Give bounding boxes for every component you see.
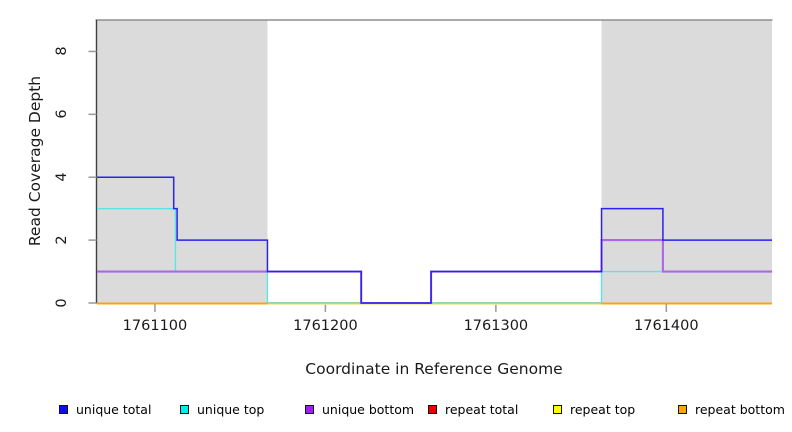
y-tick-label: 8 xyxy=(54,46,70,57)
legend-label: unique bottom xyxy=(322,401,415,417)
y-tick-label: 4 xyxy=(54,172,70,182)
legend-item-repeat-total: repeat total xyxy=(428,401,518,417)
legend-swatch-icon xyxy=(678,404,687,414)
repeat-region-shade xyxy=(601,20,772,303)
repeat-region-shade xyxy=(97,20,268,303)
legend-item-repeat-top: repeat top xyxy=(553,401,635,417)
legend-item-repeat-bottom: repeat bottom xyxy=(678,401,785,417)
legend-swatch-icon xyxy=(305,404,314,414)
legend-label: unique top xyxy=(197,401,265,417)
x-tick-label: 1761400 xyxy=(634,318,699,334)
x-axis-title: Coordinate in Reference Genome xyxy=(305,360,563,378)
x-tick-label: 1761200 xyxy=(293,318,358,334)
legend-item-unique-bottom: unique bottom xyxy=(305,401,414,417)
legend-swatch-icon xyxy=(428,404,437,414)
legend-swatch-icon xyxy=(553,404,562,414)
legend-label: repeat top xyxy=(570,401,636,417)
series-unique-top xyxy=(97,207,772,304)
legend-item-unique-total: unique total xyxy=(59,401,151,417)
y-tick-label: 6 xyxy=(54,109,70,119)
legend-swatch-icon xyxy=(59,404,68,414)
x-tick-label: 1761300 xyxy=(463,318,529,334)
legend-label: repeat total xyxy=(445,401,519,417)
legend-item-unique-top: unique top xyxy=(180,401,264,417)
y-axis-title: Read Coverage Depth xyxy=(26,75,44,247)
legend-label: unique total xyxy=(76,401,152,417)
y-tick-label: 2 xyxy=(54,235,70,245)
legend-swatch-icon xyxy=(180,404,189,414)
series-unique-total xyxy=(97,176,772,304)
y-tick-label: 0 xyxy=(54,298,70,308)
legend-label: repeat bottom xyxy=(695,401,785,417)
x-tick-label: 1761100 xyxy=(122,318,188,334)
